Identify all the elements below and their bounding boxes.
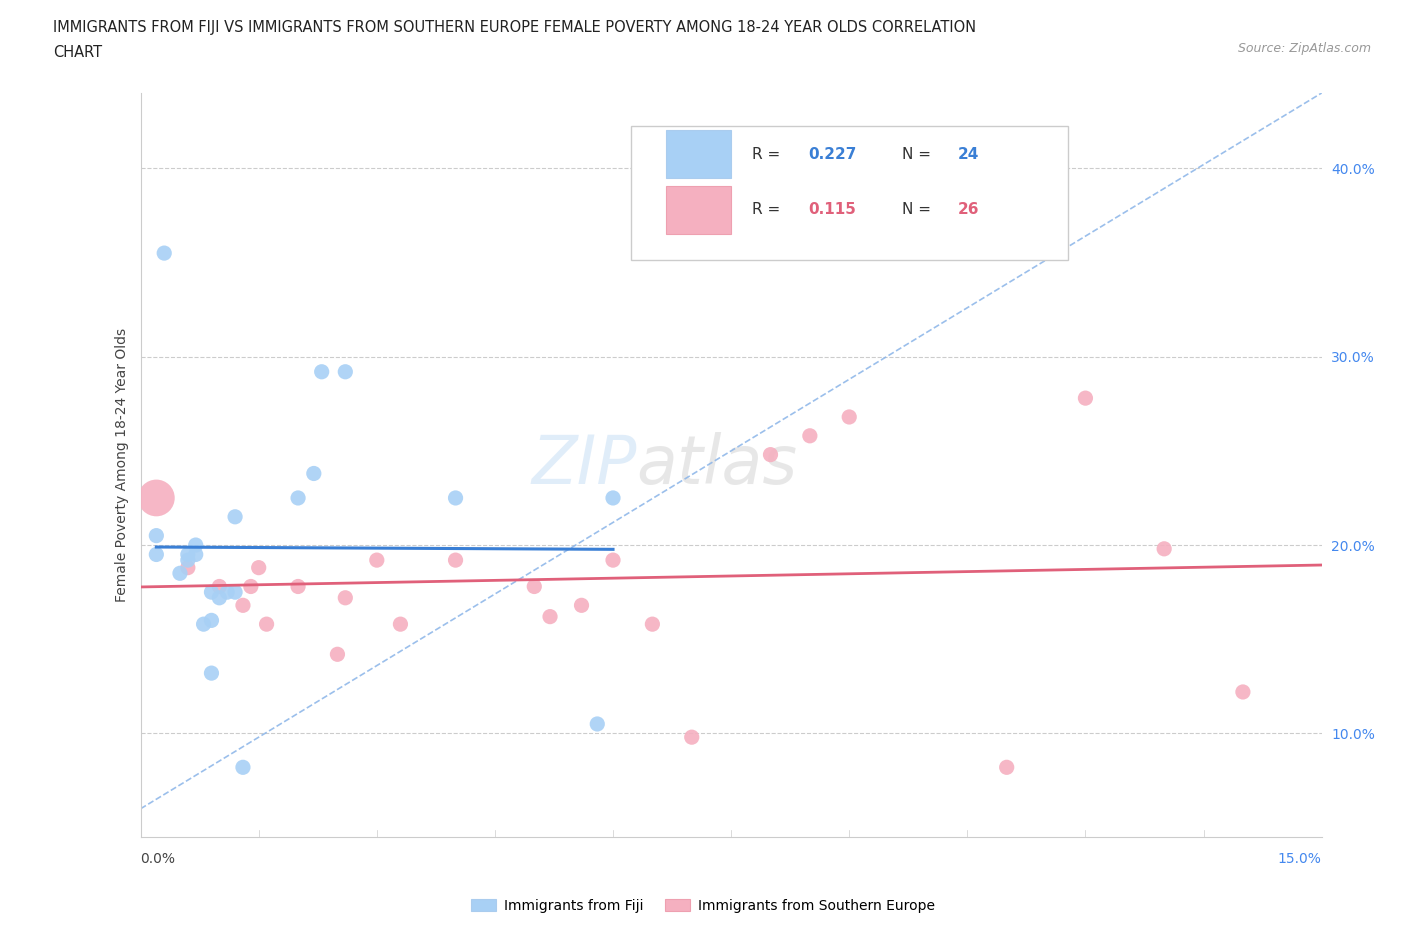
Point bbox=[326, 647, 349, 662]
Text: 0.115: 0.115 bbox=[808, 202, 856, 218]
Point bbox=[1153, 541, 1175, 556]
Text: R =: R = bbox=[752, 147, 786, 162]
Point bbox=[838, 409, 860, 424]
Point bbox=[177, 547, 200, 562]
Point bbox=[169, 565, 191, 580]
Text: 15.0%: 15.0% bbox=[1278, 852, 1322, 866]
Point bbox=[145, 490, 167, 505]
Point bbox=[366, 552, 388, 567]
Text: IMMIGRANTS FROM FIJI VS IMMIGRANTS FROM SOUTHERN EUROPE FEMALE POVERTY AMONG 18-: IMMIGRANTS FROM FIJI VS IMMIGRANTS FROM … bbox=[53, 20, 977, 35]
Text: N =: N = bbox=[903, 202, 936, 218]
Point bbox=[287, 579, 309, 594]
Point bbox=[335, 591, 357, 605]
Point bbox=[799, 429, 821, 444]
Text: atlas: atlas bbox=[637, 432, 797, 498]
Point bbox=[153, 246, 176, 260]
Point bbox=[444, 490, 467, 505]
Point bbox=[224, 585, 246, 600]
Point bbox=[586, 716, 609, 731]
Point bbox=[177, 560, 200, 575]
Point bbox=[193, 617, 215, 631]
Point bbox=[200, 613, 222, 628]
Point bbox=[208, 591, 231, 605]
Point bbox=[759, 447, 782, 462]
Point bbox=[287, 490, 309, 505]
Point bbox=[995, 760, 1018, 775]
Text: 26: 26 bbox=[957, 202, 980, 218]
Point bbox=[145, 528, 167, 543]
Text: CHART: CHART bbox=[53, 45, 103, 60]
Text: Source: ZipAtlas.com: Source: ZipAtlas.com bbox=[1237, 42, 1371, 55]
Point bbox=[681, 730, 703, 745]
Point bbox=[602, 490, 624, 505]
Text: N =: N = bbox=[903, 147, 936, 162]
Legend: Immigrants from Fiji, Immigrants from Southern Europe: Immigrants from Fiji, Immigrants from So… bbox=[465, 894, 941, 919]
Point bbox=[571, 598, 593, 613]
Point bbox=[208, 579, 231, 594]
Point bbox=[200, 585, 222, 600]
Point bbox=[247, 560, 270, 575]
Text: ZIP: ZIP bbox=[531, 432, 637, 498]
Point bbox=[1232, 684, 1254, 699]
Text: 0.0%: 0.0% bbox=[141, 852, 176, 866]
Y-axis label: Female Poverty Among 18-24 Year Olds: Female Poverty Among 18-24 Year Olds bbox=[115, 328, 129, 602]
Point bbox=[177, 552, 200, 567]
Point bbox=[184, 538, 207, 552]
Point bbox=[538, 609, 561, 624]
FancyBboxPatch shape bbox=[631, 126, 1067, 260]
Point bbox=[1074, 391, 1097, 405]
Point bbox=[311, 365, 333, 379]
Text: 24: 24 bbox=[957, 147, 979, 162]
Point bbox=[641, 617, 664, 631]
Point bbox=[335, 365, 357, 379]
Point bbox=[602, 552, 624, 567]
Point bbox=[302, 466, 325, 481]
Point bbox=[232, 760, 254, 775]
Point bbox=[523, 579, 546, 594]
Point bbox=[444, 552, 467, 567]
Text: 0.227: 0.227 bbox=[808, 147, 856, 162]
Point bbox=[184, 547, 207, 562]
Point bbox=[200, 666, 222, 681]
Point bbox=[217, 585, 239, 600]
Point bbox=[145, 547, 167, 562]
Point bbox=[239, 579, 262, 594]
Point bbox=[224, 510, 246, 525]
FancyBboxPatch shape bbox=[666, 130, 731, 179]
Text: R =: R = bbox=[752, 202, 786, 218]
Point bbox=[389, 617, 412, 631]
Point bbox=[232, 598, 254, 613]
FancyBboxPatch shape bbox=[666, 186, 731, 234]
Point bbox=[256, 617, 278, 631]
